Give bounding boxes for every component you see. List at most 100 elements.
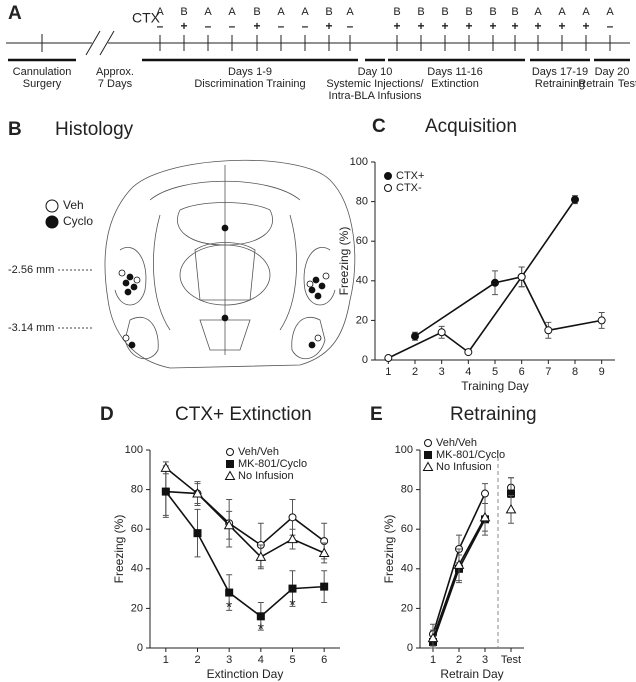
marker bbox=[464, 348, 473, 357]
y-tick-label: 60 bbox=[401, 523, 413, 535]
y-tick-label: 40 bbox=[356, 275, 368, 287]
marker bbox=[384, 354, 393, 363]
y-tick-label: 100 bbox=[125, 444, 143, 456]
marker bbox=[384, 184, 392, 192]
legend-label: MK-801/Cyclo bbox=[436, 449, 505, 461]
phase-label: Retraining bbox=[535, 78, 585, 90]
y-tick-label: 0 bbox=[137, 642, 143, 654]
x-tick-label: 5 bbox=[289, 654, 295, 666]
legend-label: No Infusion bbox=[238, 470, 294, 482]
session-sign: + bbox=[511, 19, 518, 33]
x-tick-label: 4 bbox=[258, 654, 264, 666]
phase-label: Day 20 bbox=[595, 66, 630, 78]
session-sign: – bbox=[302, 19, 309, 33]
phase-label: Days 17-19 bbox=[532, 66, 588, 78]
phase-label: Systemic Injections/ bbox=[326, 78, 424, 90]
session-sign: + bbox=[441, 19, 448, 33]
marker bbox=[318, 547, 330, 557]
y-tick-label: 20 bbox=[131, 602, 143, 614]
panel-letter: A bbox=[8, 3, 22, 24]
marker bbox=[491, 278, 499, 287]
x-tick-label: Test bbox=[501, 654, 521, 666]
x-tick-label: 6 bbox=[321, 654, 327, 666]
session-context: B bbox=[465, 6, 472, 18]
marker bbox=[411, 332, 419, 341]
x-tick-label: 1 bbox=[163, 654, 169, 666]
x-axis-label: Training Day bbox=[461, 379, 529, 393]
legend-label: Cyclo bbox=[63, 214, 93, 228]
marker bbox=[479, 511, 491, 522]
y-tick-label: 60 bbox=[356, 235, 368, 247]
y-tick-label: 100 bbox=[395, 444, 413, 456]
phase-label: Cannulation bbox=[13, 66, 72, 78]
marker bbox=[192, 488, 203, 498]
marker bbox=[193, 529, 202, 538]
session-context: B bbox=[393, 6, 400, 18]
panel-title: CTX+ Extinction bbox=[175, 404, 312, 425]
y-tick-label: 20 bbox=[356, 314, 368, 326]
session-sign: – bbox=[229, 19, 236, 33]
marker bbox=[505, 503, 517, 514]
marker bbox=[424, 451, 432, 459]
phase-label: Intra-BLA Infusions bbox=[329, 90, 422, 102]
annotation: * bbox=[258, 621, 264, 638]
x-tick-label: 8 bbox=[572, 366, 578, 378]
x-tick-label: 4 bbox=[465, 366, 471, 378]
phase-label: Test bbox=[618, 78, 636, 90]
y-tick-label: 60 bbox=[131, 523, 143, 535]
session-sign: + bbox=[465, 19, 472, 33]
session-context: B bbox=[489, 6, 496, 18]
panel-letter: B bbox=[8, 119, 22, 140]
phase-label: Approx. bbox=[96, 66, 134, 78]
phase-label: Extinction bbox=[431, 78, 479, 90]
marker bbox=[255, 551, 267, 561]
brain-section bbox=[104, 159, 356, 369]
marker bbox=[427, 632, 439, 643]
marker bbox=[225, 588, 234, 597]
x-axis-label: Retrain Day bbox=[440, 667, 503, 681]
legend-label: No Infusion bbox=[436, 461, 492, 473]
timeline-axis bbox=[6, 30, 630, 56]
panel-title: Acquisition bbox=[425, 116, 517, 137]
x-tick-label: 2 bbox=[456, 654, 462, 666]
marker bbox=[517, 272, 526, 281]
y-tick-label: 40 bbox=[401, 563, 413, 575]
y-tick-label: 0 bbox=[362, 354, 368, 366]
x-tick-label: 6 bbox=[519, 366, 525, 378]
panel-title: Retraining bbox=[450, 404, 537, 425]
session-context: A bbox=[558, 6, 566, 18]
series-line bbox=[387, 275, 602, 359]
session-sign: – bbox=[205, 19, 212, 33]
legend-label: CTX- bbox=[396, 182, 422, 194]
marker bbox=[256, 612, 265, 621]
x-tick-label: 2 bbox=[412, 366, 418, 378]
marker bbox=[597, 316, 606, 325]
y-tick-label: 80 bbox=[356, 196, 368, 208]
session-sign: – bbox=[347, 19, 354, 33]
session-context: A bbox=[228, 6, 236, 18]
session-sign: + bbox=[534, 19, 541, 33]
session-context: A bbox=[534, 6, 542, 18]
marker bbox=[224, 470, 236, 480]
series-line bbox=[414, 199, 576, 337]
y-tick-label: 80 bbox=[401, 484, 413, 496]
level-label: -3.14 mm bbox=[8, 322, 54, 334]
session-sign: + bbox=[582, 19, 589, 33]
marker bbox=[571, 195, 579, 204]
phase-label: 7 Days bbox=[98, 78, 133, 90]
session-sign: + bbox=[180, 19, 187, 33]
marker bbox=[161, 487, 170, 496]
session-context: B bbox=[253, 6, 260, 18]
x-tick-label: 1 bbox=[385, 366, 391, 378]
session-context: A bbox=[582, 6, 590, 18]
marker bbox=[288, 584, 297, 593]
session-context: B bbox=[180, 6, 187, 18]
x-tick-label: 3 bbox=[482, 654, 488, 666]
session-sign: + bbox=[325, 19, 332, 33]
session-context: B bbox=[511, 6, 518, 18]
phase-label: Days 11-16 bbox=[427, 66, 482, 78]
panel-letter: E bbox=[370, 404, 383, 425]
phase-label: Day 10 bbox=[358, 66, 393, 78]
y-tick-label: 0 bbox=[407, 642, 413, 654]
